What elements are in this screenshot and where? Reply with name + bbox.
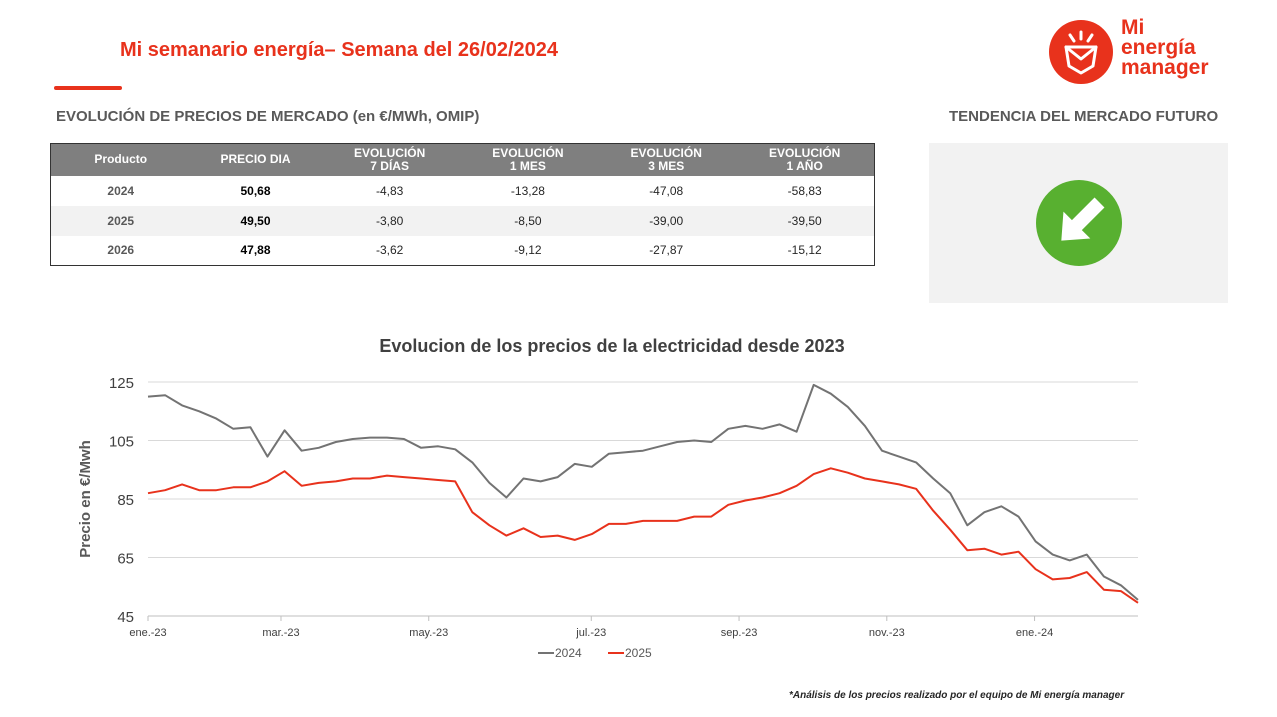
y-tick-label: 85: [117, 492, 134, 509]
cell-product: 2026: [107, 243, 135, 258]
y-tick-label: 45: [117, 609, 134, 626]
cell-evol-7d: -3,80: [320, 205, 459, 236]
cell-evol-7d: -4,83: [375, 183, 404, 198]
cell-evol-1m: -9,12: [514, 243, 542, 258]
header-producto: Producto: [50, 143, 191, 176]
market-prices-table: Producto PRECIO DIA EVOLUCIÓN 7 DÍAS EVOL…: [50, 143, 875, 266]
logo-word-2: energía: [1121, 36, 1196, 59]
cell-evol-1y: -39,50: [735, 205, 875, 236]
brand-logo: Mi energía manager: [1049, 16, 1249, 90]
series-line-2024: [147, 383, 1139, 601]
chart-legend: 2024 2025: [538, 646, 652, 660]
table-header-row: Producto PRECIO DIA EVOLUCIÓN 7 DÍAS EVOL…: [50, 143, 875, 176]
footnote: *Análisis de los precios realizado por e…: [789, 690, 1125, 701]
cell-evol-3m: -47,08: [649, 183, 684, 198]
header-evol-3m: EVOLUCIÓN 3 MES: [597, 143, 736, 176]
line-chart: Evolucion de los precios de la electrici…: [77, 336, 1139, 660]
x-tick-label: may.-23: [409, 627, 448, 639]
logo-word-3: manager: [1121, 56, 1209, 79]
cell-evol-1m: -13,28: [510, 183, 545, 198]
x-tick-label: mar.-23: [262, 627, 299, 639]
legend-label: 2024: [555, 646, 582, 660]
arrow-down-right-icon: [1036, 180, 1122, 266]
logo-word-1: Mi: [1121, 16, 1145, 39]
market-section-title: EVOLUCIÓN DE PRECIOS DE MERCADO (en €/MW…: [56, 108, 480, 125]
x-tick-label: jul.-23: [575, 627, 606, 639]
title-underline: [54, 86, 122, 90]
header-evol-1m: EVOLUCIÓN 1 MES: [458, 143, 598, 176]
cell-product: 2024: [107, 183, 135, 198]
trend-panel: [929, 143, 1228, 303]
page-title: Mi semanario energía– Semana del 26/02/2…: [120, 39, 559, 61]
trend-section-title: TENDENCIA DEL MERCADO FUTURO: [949, 108, 1219, 125]
x-tick-label: nov.-23: [869, 627, 905, 639]
x-tick-label: sep.-23: [721, 627, 758, 639]
table-row: 2026 47,88 -3,62 -9,12 -27,87 -15,12: [51, 236, 875, 266]
header-evol-1y: EVOLUCIÓN 1 AÑO: [735, 143, 875, 176]
grid-lines: [148, 381, 1138, 617]
y-tick-labels: 125 105 85 65 45: [109, 375, 134, 626]
y-tick-label: 105: [109, 434, 134, 451]
cell-product: 2025: [50, 205, 191, 236]
cell-evol-7d: -3,62: [375, 243, 404, 258]
cell-evol-1y: -15,12: [787, 243, 822, 258]
cell-day-price: 49,50: [190, 205, 321, 236]
cell-day-price: 50,68: [240, 183, 271, 198]
cell-evol-1y: -58,83: [787, 183, 822, 198]
cell-day-price: 47,88: [240, 243, 271, 258]
logo-icon: [1049, 20, 1113, 84]
x-tick-label: ene.-23: [129, 627, 166, 639]
cell-evol-3m: -27,87: [649, 243, 684, 258]
x-tick-labels: ene.-23 mar.-23 may.-23 jul.-23 sep.-23 nov.-…: [129, 616, 1053, 639]
cell-evol-3m: -39,00: [597, 205, 736, 236]
cell-evol-1m: -8,50: [458, 205, 598, 236]
x-tick-label: ene.-24: [1016, 627, 1053, 639]
chart-title: Evolucion de los precios de la electrici…: [379, 336, 844, 356]
logo-wordmark: Mi energía manager: [1121, 16, 1209, 79]
table-row: 2024 50,68 -4,83 -13,28 -47,08 -58,83: [51, 176, 875, 206]
table-row: 2025 49,50 -3,80 -8,50 -39,00 -39,50: [50, 205, 875, 236]
series-lines: [147, 383, 1139, 604]
y-axis-label: Precio en €/Mwh: [77, 440, 94, 558]
series-line-2025: [147, 467, 1139, 604]
header-evol-7d: EVOLUCIÓN 7 DÍAS: [320, 143, 459, 176]
y-tick-label: 65: [117, 551, 134, 568]
price-evolution-chart: Evolucion de los precios de la electrici…: [40, 325, 1210, 680]
legend-label: 2025: [625, 646, 652, 660]
y-tick-label: 125: [109, 375, 134, 392]
header-precio-dia: PRECIO DIA: [190, 143, 321, 176]
